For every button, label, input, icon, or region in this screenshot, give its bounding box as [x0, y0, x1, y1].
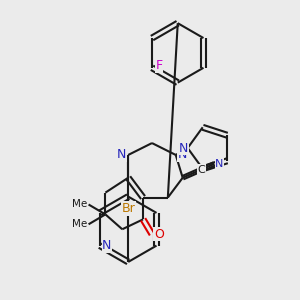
Text: N: N [179, 142, 188, 154]
Text: N: N [178, 148, 188, 161]
Text: Me: Me [72, 219, 87, 229]
Text: N: N [117, 148, 126, 161]
Text: Br: Br [121, 202, 135, 215]
Text: Me: Me [72, 200, 87, 209]
Text: O: O [154, 228, 164, 241]
Text: F: F [155, 59, 163, 72]
Text: C: C [198, 165, 206, 175]
Text: N: N [102, 239, 112, 252]
Text: N: N [215, 159, 224, 169]
